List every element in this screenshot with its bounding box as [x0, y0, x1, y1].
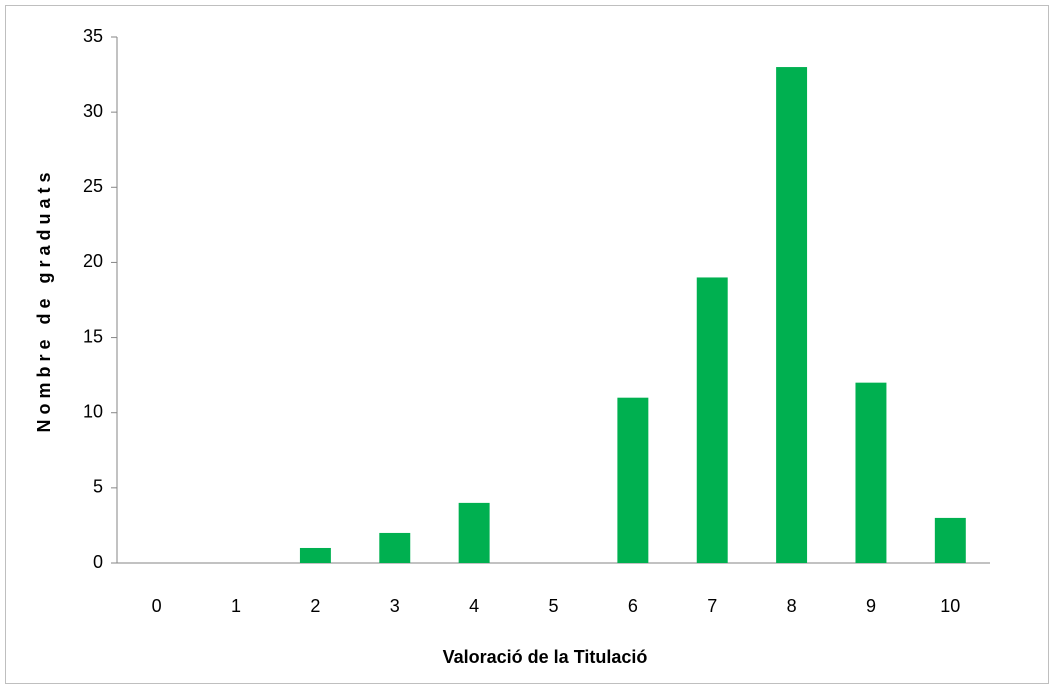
- x-tick-label: 8: [787, 596, 797, 616]
- x-tick-label: 0: [152, 596, 162, 616]
- x-axis-title: Valoració de la Titulació: [443, 647, 648, 667]
- x-tick-label: 5: [548, 596, 558, 616]
- y-tick-label: 0: [93, 552, 103, 572]
- bar: [617, 397, 649, 563]
- y-tick-label: 10: [83, 401, 103, 421]
- bar: [855, 382, 887, 563]
- bar: [379, 532, 411, 563]
- x-tick-label: 3: [390, 596, 400, 616]
- chart-frame: [5, 5, 1049, 684]
- x-tick-label: 1: [231, 596, 241, 616]
- x-tick-label: 10: [940, 596, 960, 616]
- y-axis-title: Nombre de graduats: [34, 167, 54, 432]
- y-tick-label: 30: [83, 101, 103, 121]
- x-tick-label: 2: [310, 596, 320, 616]
- bar: [776, 67, 808, 564]
- bar: [458, 502, 490, 563]
- y-tick-label: 25: [83, 176, 103, 196]
- bar: [934, 517, 966, 563]
- x-tick-label: 6: [628, 596, 638, 616]
- y-tick-label: 35: [83, 26, 103, 46]
- bar: [299, 547, 331, 563]
- y-tick-label: 20: [83, 251, 103, 271]
- x-tick-label: 4: [469, 596, 479, 616]
- y-tick-label: 5: [93, 477, 103, 497]
- bar: [696, 277, 728, 563]
- x-tick-label: 9: [866, 596, 876, 616]
- y-tick-label: 15: [83, 326, 103, 346]
- x-tick-label: 7: [707, 596, 717, 616]
